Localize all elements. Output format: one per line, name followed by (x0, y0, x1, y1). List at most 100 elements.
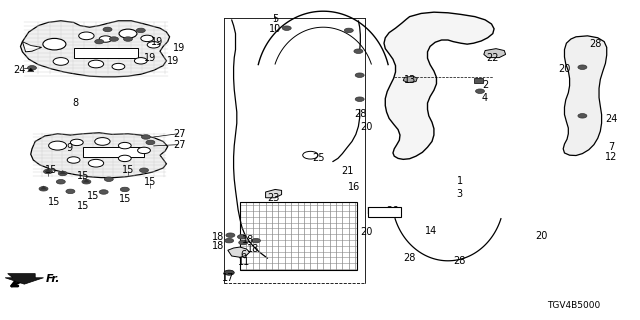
Polygon shape (403, 76, 417, 83)
Text: 6: 6 (241, 250, 247, 260)
Circle shape (355, 73, 364, 77)
Circle shape (578, 65, 587, 69)
Circle shape (237, 235, 246, 239)
Polygon shape (22, 42, 42, 52)
Polygon shape (228, 247, 250, 257)
Text: 18: 18 (242, 235, 255, 245)
Text: 19: 19 (151, 37, 164, 47)
Circle shape (134, 58, 147, 64)
Circle shape (49, 141, 67, 150)
Text: 15: 15 (48, 196, 61, 207)
Circle shape (141, 35, 154, 42)
Polygon shape (28, 68, 34, 72)
Text: TGV4B5000: TGV4B5000 (547, 301, 600, 310)
Circle shape (104, 177, 113, 181)
Text: Fr.: Fr. (46, 274, 61, 284)
Polygon shape (20, 21, 170, 77)
Circle shape (118, 142, 131, 149)
Text: 15: 15 (77, 171, 90, 181)
Circle shape (141, 135, 150, 139)
Circle shape (303, 151, 318, 159)
Circle shape (28, 66, 36, 70)
Circle shape (138, 147, 150, 154)
Text: 19: 19 (166, 56, 179, 66)
Text: 24: 24 (605, 114, 618, 124)
Text: 2: 2 (482, 80, 488, 90)
Circle shape (103, 27, 112, 32)
Text: 27: 27 (173, 140, 186, 150)
Circle shape (53, 58, 68, 65)
Polygon shape (5, 274, 44, 284)
Text: 19: 19 (143, 52, 156, 63)
Circle shape (79, 32, 94, 40)
Circle shape (140, 168, 148, 172)
Circle shape (109, 37, 118, 41)
Text: 28: 28 (453, 256, 466, 266)
Bar (474, 78, 483, 83)
Text: 19: 19 (173, 43, 186, 53)
Circle shape (66, 189, 75, 194)
Circle shape (88, 60, 104, 68)
Text: 3: 3 (456, 188, 463, 199)
Text: 21: 21 (341, 165, 354, 176)
Text: 12: 12 (605, 152, 618, 162)
Circle shape (44, 169, 52, 174)
Circle shape (282, 26, 291, 30)
Circle shape (118, 155, 131, 162)
Polygon shape (74, 48, 138, 58)
Text: 20: 20 (360, 227, 372, 237)
Circle shape (344, 28, 353, 33)
Text: 13: 13 (403, 75, 416, 85)
Text: 15: 15 (118, 194, 131, 204)
Text: 11: 11 (237, 257, 250, 267)
Polygon shape (83, 179, 90, 182)
Polygon shape (484, 49, 506, 58)
Text: 14: 14 (424, 226, 437, 236)
Text: 22: 22 (486, 52, 499, 63)
Text: 15: 15 (122, 165, 134, 175)
Text: 5: 5 (272, 14, 278, 24)
Circle shape (82, 180, 91, 184)
Text: 24: 24 (13, 65, 26, 75)
Circle shape (146, 140, 155, 145)
Circle shape (224, 270, 234, 275)
Text: 23: 23 (268, 193, 280, 203)
Circle shape (147, 42, 160, 48)
Circle shape (43, 38, 66, 50)
Polygon shape (40, 186, 47, 189)
Text: 18: 18 (246, 244, 259, 254)
Circle shape (112, 63, 125, 70)
Text: 20: 20 (558, 64, 571, 74)
Circle shape (578, 114, 587, 118)
Text: 17: 17 (222, 273, 235, 284)
Circle shape (58, 171, 67, 176)
Text: 8: 8 (72, 98, 79, 108)
Circle shape (88, 159, 104, 167)
Polygon shape (83, 147, 144, 157)
Circle shape (67, 157, 80, 163)
Text: 20: 20 (360, 122, 372, 132)
Text: 9: 9 (66, 143, 72, 153)
Circle shape (95, 138, 110, 145)
Text: 7: 7 (608, 142, 614, 152)
Polygon shape (563, 36, 607, 156)
Text: 26: 26 (386, 206, 399, 216)
Text: 15: 15 (143, 177, 156, 188)
Polygon shape (266, 189, 282, 198)
Circle shape (355, 97, 364, 101)
Circle shape (70, 139, 83, 146)
Circle shape (95, 39, 104, 44)
Text: 15: 15 (77, 201, 90, 211)
Circle shape (226, 233, 235, 237)
Circle shape (99, 190, 108, 194)
Circle shape (225, 238, 234, 243)
Circle shape (56, 180, 65, 184)
Text: 28: 28 (589, 39, 602, 49)
Circle shape (354, 49, 363, 53)
Text: 15: 15 (86, 191, 99, 201)
Text: 20: 20 (535, 231, 548, 241)
Text: 15: 15 (45, 165, 58, 175)
Polygon shape (384, 12, 494, 159)
Text: 4: 4 (482, 92, 488, 103)
Text: 10: 10 (269, 24, 282, 34)
